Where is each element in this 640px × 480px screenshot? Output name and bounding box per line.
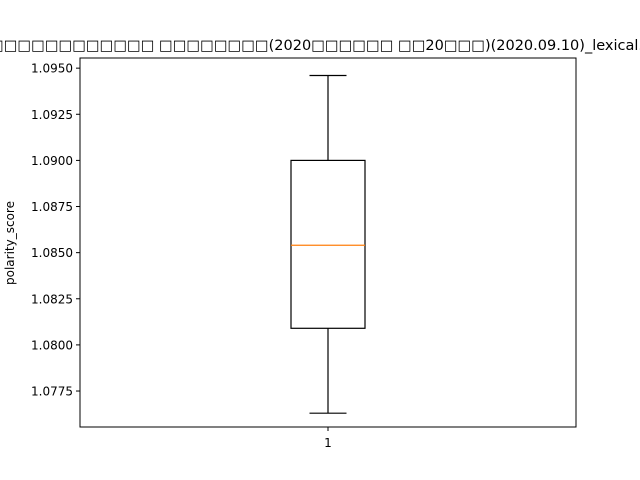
y-axis: 1.0775 1.0800 1.0825 1.0850 1.0875 1.0900 1.09… bbox=[31, 62, 80, 399]
y-tick-label: 1.0825 bbox=[31, 292, 73, 306]
y-tick-label: 1.0850 bbox=[31, 246, 73, 260]
y-axis-label: polarity_score bbox=[3, 201, 17, 285]
y-tick-label: 1.0775 bbox=[31, 385, 73, 399]
y-tick-label: 1.0950 bbox=[31, 62, 73, 76]
box-series bbox=[290, 74, 366, 414]
y-tick-label: 1.0900 bbox=[31, 154, 73, 168]
iqr-box bbox=[290, 159, 366, 329]
x-tick-label: 1 bbox=[324, 436, 332, 450]
x-axis: 1 bbox=[324, 427, 332, 450]
chart-title: □□□□□□□□□□□□□□□□□□□□ □□□□□□□□(2020□□□□□□… bbox=[0, 38, 640, 54]
y-tick-label: 1.0875 bbox=[31, 200, 73, 214]
y-tick-label: 1.0925 bbox=[31, 108, 73, 122]
y-tick-label: 1.0800 bbox=[31, 338, 73, 352]
